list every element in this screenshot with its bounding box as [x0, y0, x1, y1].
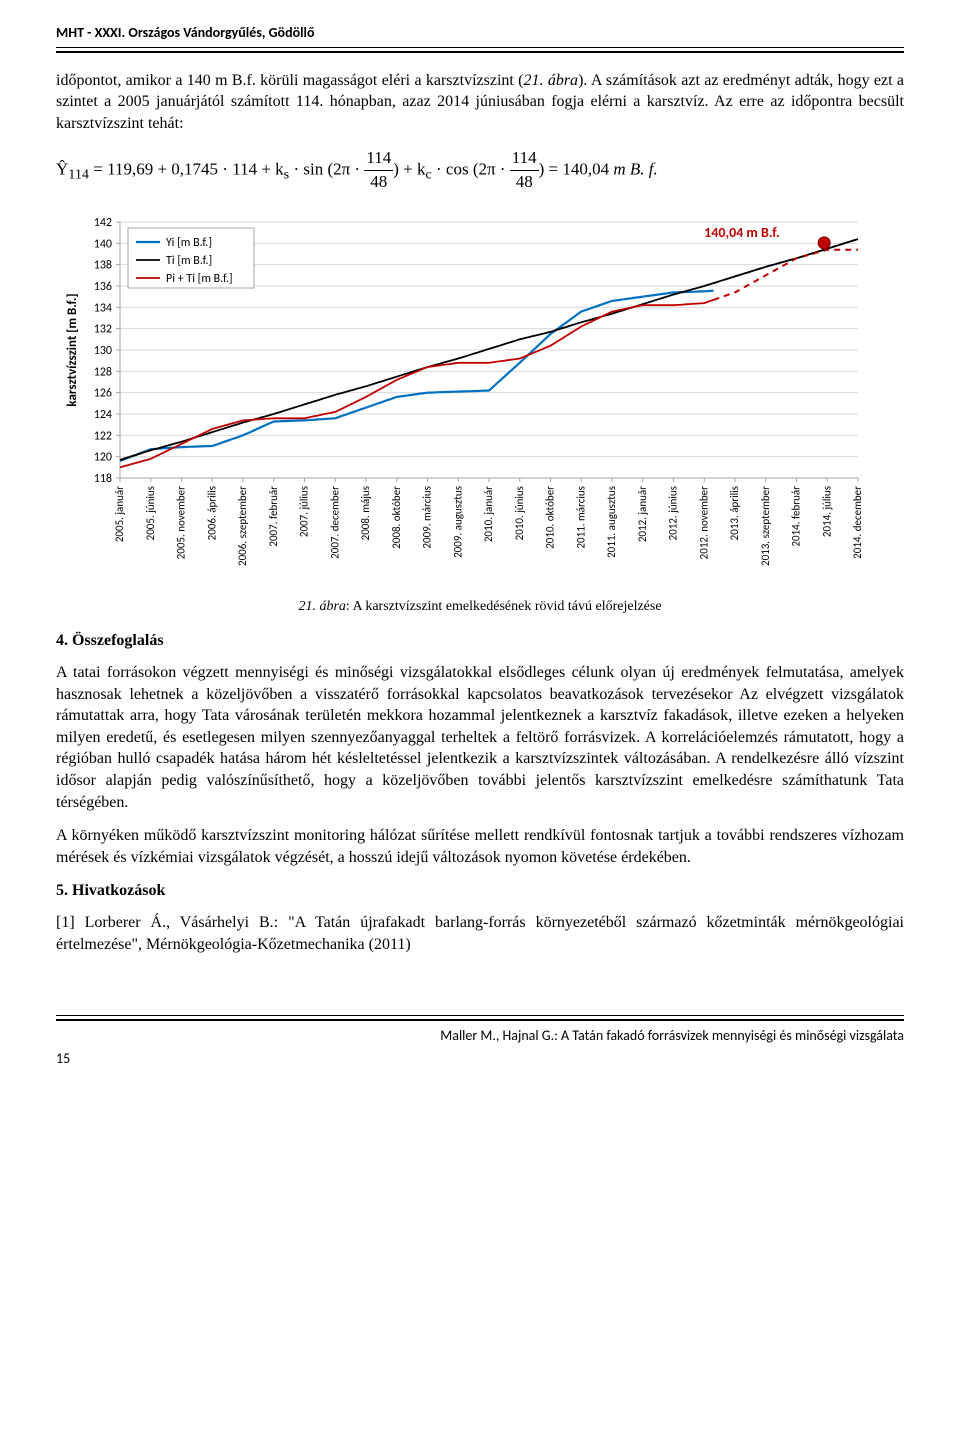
forecast-chart: 118 120 122 124 126 128 130 132 134 136 138 140 142 2…: [56, 208, 904, 588]
svg-text:124: 124: [94, 408, 112, 422]
footer-rule-thick: [56, 1019, 904, 1021]
section-4-para-2: A környéken működő karsztvízszint monito…: [56, 825, 904, 868]
svg-text:2006. szeptember: 2006. szeptember: [236, 485, 249, 565]
page-header: MHT - XXXI. Országos Vándorgyűlés, Gödöl…: [56, 24, 904, 43]
svg-text:2007. február: 2007. február: [267, 485, 280, 546]
svg-text:134: 134: [94, 301, 112, 315]
svg-text:118: 118: [94, 472, 112, 486]
paragraph-intro: időpontot, amikor a 140 m B.f. körüli ma…: [56, 70, 904, 135]
svg-text:Ti [m B.f.]: Ti [m B.f.]: [166, 254, 212, 268]
svg-text:2007. július: 2007. július: [298, 486, 311, 537]
svg-text:142: 142: [94, 216, 112, 230]
svg-text:2005. november: 2005. november: [175, 485, 188, 558]
svg-text:karsztvízszint [m B.f.]: karsztvízszint [m B.f.]: [65, 293, 80, 406]
svg-text:140,04 m B.f.: 140,04 m B.f.: [704, 223, 780, 240]
svg-text:2012. június: 2012. június: [667, 486, 680, 540]
svg-text:2008. május: 2008. május: [359, 486, 372, 540]
svg-text:2014. december: 2014. december: [851, 485, 864, 558]
svg-text:2006. április: 2006. április: [205, 486, 218, 540]
svg-text:2011. augusztus: 2011. augusztus: [605, 486, 618, 558]
section-4-para-1: A tatai forrásokon végzett mennyiségi és…: [56, 662, 904, 813]
svg-text:2010. október: 2010. október: [544, 485, 557, 548]
figure-caption: 21. ábra: A karsztvízszint emelkedésének…: [56, 598, 904, 617]
footer-rule-thin: [56, 1015, 904, 1016]
svg-text:2013. szeptember: 2013. szeptember: [759, 485, 772, 565]
section-5-title: 5. Hivatkozások: [56, 880, 904, 902]
footer-citation: Maller M., Hajnal G.: A Tatán fakadó for…: [56, 1027, 904, 1046]
svg-text:2013. április: 2013. április: [728, 486, 741, 540]
header-rule-thin: [56, 47, 904, 48]
svg-text:2011. március: 2011. március: [574, 486, 587, 549]
svg-text:2014. február: 2014. február: [790, 485, 803, 546]
svg-text:Yi [m B.f.]: Yi [m B.f.]: [166, 236, 212, 250]
svg-text:2012. január: 2012. január: [636, 485, 649, 541]
svg-text:2007. december: 2007. december: [328, 485, 341, 558]
svg-text:2009. március: 2009. március: [421, 486, 434, 549]
svg-text:122: 122: [94, 429, 112, 443]
svg-text:140: 140: [94, 237, 112, 251]
svg-text:2008. október: 2008. október: [390, 485, 403, 548]
svg-text:2014. július: 2014. július: [820, 486, 833, 537]
svg-text:2005. június: 2005. június: [144, 486, 157, 540]
svg-text:136: 136: [94, 280, 112, 294]
chart-svg: 118 120 122 124 126 128 130 132 134 136 138 140 142 2…: [56, 208, 876, 588]
svg-text:130: 130: [94, 344, 112, 358]
svg-text:Pi + Ti [m B.f.]: Pi + Ti [m B.f.]: [166, 272, 233, 286]
svg-text:120: 120: [94, 450, 112, 464]
svg-text:132: 132: [94, 322, 112, 336]
svg-text:128: 128: [94, 365, 112, 379]
svg-text:2009. augusztus: 2009. augusztus: [451, 486, 464, 558]
svg-text:126: 126: [94, 386, 112, 400]
svg-text:2005. január: 2005. január: [113, 485, 126, 541]
formula-y114: Ŷ114 = 119,69 + 0,1745 · 114 + ks · sin …: [56, 147, 904, 194]
reference-1: [1] Lorberer Á., Vásárhelyi B.: "A Tatán…: [56, 912, 904, 955]
svg-text:2010. június: 2010. június: [513, 486, 526, 540]
header-rule-thick: [56, 51, 904, 53]
page-number: 15: [56, 1050, 904, 1069]
svg-text:138: 138: [94, 258, 112, 272]
section-4-title: 4. Összefoglalás: [56, 630, 904, 652]
svg-text:2010. január: 2010. január: [482, 485, 495, 541]
svg-text:2012. november: 2012. november: [697, 485, 710, 558]
